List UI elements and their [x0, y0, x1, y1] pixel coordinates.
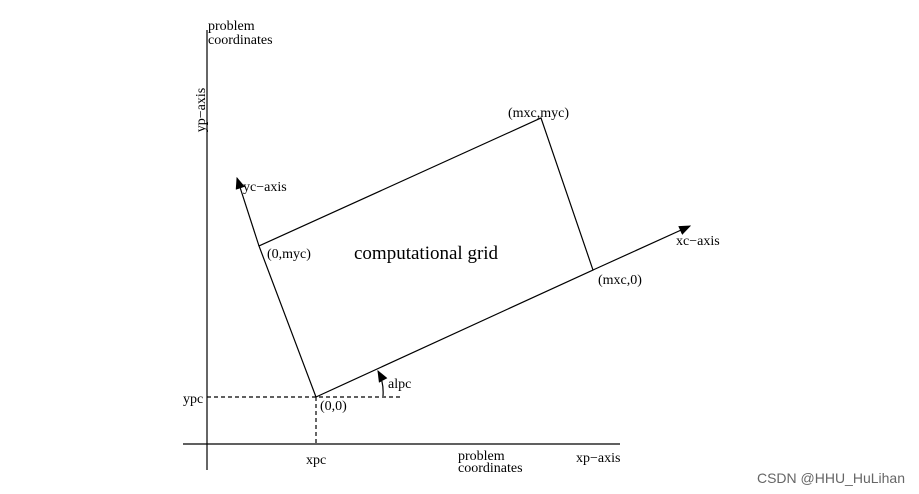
label: ypc: [183, 392, 203, 407]
label: alpc: [388, 377, 411, 392]
grid-rect: [258, 117, 594, 398]
label: (mxc,myc): [508, 106, 569, 121]
yc-axis-line: [235, 176, 260, 247]
label: problem: [458, 449, 505, 464]
angle-arc: [377, 369, 388, 397]
label: (mxc,0): [598, 273, 642, 288]
xc-axis-line: [592, 225, 692, 271]
label: computational grid: [354, 243, 499, 264]
label: yc−axis: [243, 180, 287, 195]
label: (0,myc): [267, 247, 311, 262]
watermark: CSDN @HHU_HuLihan: [757, 470, 905, 486]
label: (0,0): [320, 399, 347, 414]
label: problem: [208, 19, 255, 34]
label: xc−axis: [676, 234, 720, 249]
label: xp−axis: [576, 451, 620, 466]
label: coordinates: [458, 461, 523, 476]
label: coordinates: [208, 33, 273, 48]
label: xpc: [306, 453, 326, 468]
label: yp−axis: [194, 88, 209, 132]
